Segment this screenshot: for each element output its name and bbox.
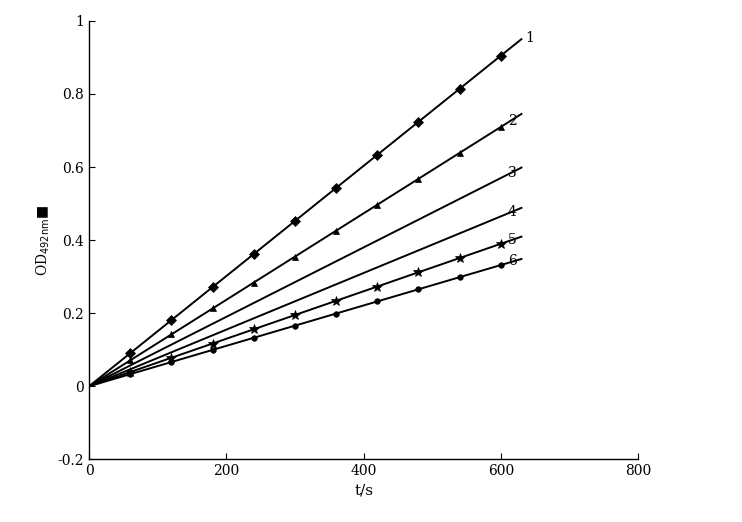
Text: 4: 4: [508, 205, 516, 219]
Text: 6: 6: [508, 254, 516, 268]
Text: 5: 5: [508, 233, 516, 247]
X-axis label: t/s: t/s: [354, 484, 373, 498]
Text: 3: 3: [508, 166, 516, 180]
Y-axis label: OD$_{492\mathrm{nm}}$$\blacksquare$: OD$_{492\mathrm{nm}}$$\blacksquare$: [35, 205, 52, 276]
Text: 1: 1: [525, 31, 533, 45]
Text: 2: 2: [508, 114, 516, 128]
